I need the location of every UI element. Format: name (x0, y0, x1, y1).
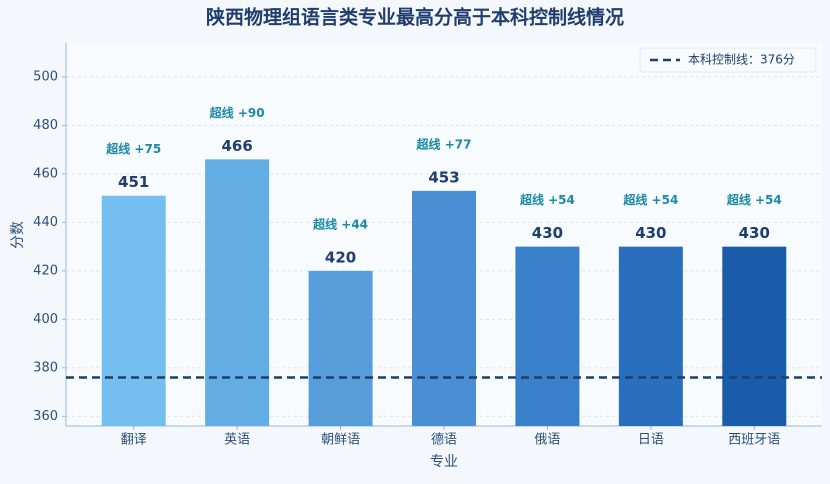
x-tick-label: 德语 (431, 433, 457, 448)
annotation: 超线 +54 (726, 192, 782, 207)
annotation: 超线 +75 (105, 141, 161, 156)
chart-title: 陕西物理组语言类专业最高分高于本科控制线情况 (206, 6, 624, 29)
y-tick-label: 380 (33, 360, 58, 375)
x-tick-label: 翻译 (121, 433, 147, 448)
legend-label: 本科控制线：376分 (688, 53, 795, 67)
annotation: 超线 +77 (416, 136, 472, 151)
bar (308, 270, 373, 426)
x-tick-label: 日语 (638, 433, 664, 448)
x-tick-label: 英语 (224, 433, 250, 448)
bar (412, 190, 476, 426)
x-tick-label: 俄语 (534, 433, 560, 448)
value-label: 430 (739, 224, 770, 242)
bar (515, 246, 580, 426)
x-tick-label: 朝鲜语 (321, 433, 360, 448)
y-tick-label: 480 (33, 118, 58, 133)
value-label: 453 (428, 168, 459, 186)
y-axis-label: 分数 (10, 221, 26, 249)
annotation: 超线 +54 (519, 192, 575, 207)
bar (101, 195, 166, 426)
bar (618, 246, 683, 426)
y-tick-label: 400 (33, 312, 58, 327)
y-tick-label: 360 (33, 409, 58, 424)
value-label: 466 (221, 137, 252, 155)
value-label: 430 (635, 224, 666, 242)
annotation: 超线 +44 (312, 216, 368, 231)
value-label: 420 (325, 248, 356, 266)
y-tick-label: 500 (33, 69, 58, 84)
y-tick-label: 420 (33, 263, 58, 278)
bar (205, 159, 270, 426)
bar (722, 246, 787, 426)
value-label: 430 (532, 224, 563, 242)
legend-box (639, 47, 817, 73)
annotation: 超线 +90 (209, 105, 265, 120)
y-tick-label: 440 (33, 215, 58, 230)
x-axis-label: 专业 (430, 454, 458, 470)
annotation: 超线 +54 (622, 192, 678, 207)
x-tick-label: 西班牙语 (728, 433, 780, 448)
y-tick-label: 460 (33, 166, 58, 181)
value-label: 451 (118, 173, 149, 191)
